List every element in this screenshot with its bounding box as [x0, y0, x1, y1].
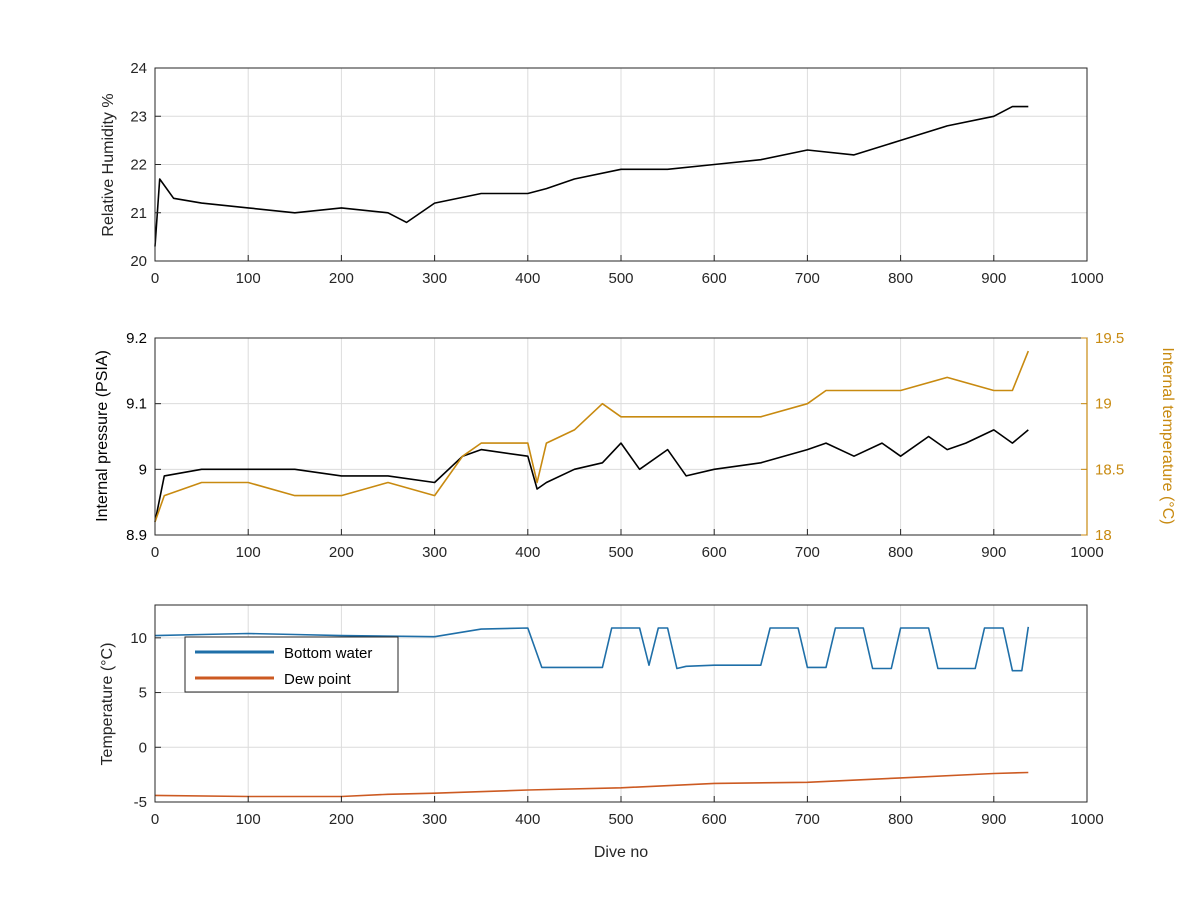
pressure-right-y-tick-label: 18.5: [1095, 461, 1124, 478]
humidity-x-tick-label: 400: [515, 270, 540, 287]
temperature-series-line-0: [154, 626, 1030, 672]
humidity-plot-area: 0 100 200 300 400 500 600 700 800 900 1000 20 21 22 23…: [130, 60, 1103, 287]
legend-label-bottom-water: Bottom water: [284, 645, 372, 662]
humidity-x-tick-label: 700: [795, 270, 820, 287]
pressure-x-tick-label: 300: [422, 544, 447, 561]
temperature-x-tick-label: 700: [795, 811, 820, 828]
pressure-series-line-0: [154, 429, 1029, 523]
pressure-x-tick-label: 400: [515, 544, 540, 561]
pressure-y-tick-label: 9.1: [126, 396, 147, 413]
humidity-x-tick-label: 100: [236, 270, 261, 287]
humidity-y-tick-label: 24: [130, 60, 147, 77]
pressure-x-tick-label: 0: [151, 544, 159, 561]
legend-label-dew-point: Dew point: [284, 671, 352, 688]
humidity-y-tick-label: 21: [130, 205, 147, 222]
legend: Bottom water Dew point: [184, 636, 399, 693]
pressure-y-tick-label: 9: [139, 461, 147, 478]
temperature-x-tick-label: 0: [151, 811, 159, 828]
temperature-x-tick-label: 600: [702, 811, 727, 828]
pressure-y-axis-label: Internal pressure (PSIA): [94, 350, 111, 522]
temperature-x-tick-label: 800: [888, 811, 913, 828]
temperature-x-tick-label: 400: [515, 811, 540, 828]
pressure-x-tick-label: 800: [888, 544, 913, 561]
pressure-right-y-tick-label: 19: [1095, 396, 1112, 413]
pressure-x-tick-label: 500: [608, 544, 633, 561]
humidity-x-tick-label: 900: [981, 270, 1006, 287]
x-axis-label: Dive no: [594, 844, 648, 861]
humidity-y-tick-label: 22: [130, 157, 147, 174]
internal-temperature-y-axis-label: Internal temperature (°C): [1159, 347, 1176, 524]
pressure-right-y-tick-label: 19.5: [1095, 330, 1124, 347]
temperature-x-tick-label: 100: [236, 811, 261, 828]
temperature-x-tick-label: 300: [422, 811, 447, 828]
temperature-y-tick-label: 10: [130, 630, 147, 647]
temperature-series-line-1: [154, 771, 1029, 798]
pressure-temperature-chart: 0 100 200 300 400 500 600 700 800 900 1000 8.9 9 9.1 9…: [94, 330, 1176, 561]
temperature-y-tick-label: 0: [139, 739, 147, 756]
temperature-y-tick-label: -5: [134, 794, 147, 811]
pressure-right-y-tick-label: 18: [1095, 527, 1112, 544]
humidity-x-tick-label: 600: [702, 270, 727, 287]
pressure-plot-area: 0 100 200 300 400 500 600 700 800 900 1000 8.9 9 9.1 9…: [126, 330, 1124, 561]
pressure-x-tick-label: 600: [702, 544, 727, 561]
pressure-x-tick-label: 1000: [1070, 544, 1103, 561]
humidity-x-tick-label: 0: [151, 270, 159, 287]
humidity-x-tick-label: 800: [888, 270, 913, 287]
temperature-x-tick-label: 500: [608, 811, 633, 828]
humidity-y-tick-label: 20: [130, 253, 147, 270]
pressure-x-tick-label: 200: [329, 544, 354, 561]
temperature-x-tick-label: 900: [981, 811, 1006, 828]
humidity-x-tick-label: 1000: [1070, 270, 1103, 287]
pressure-series-line-1: [154, 350, 1030, 523]
temperature-x-tick-label: 200: [329, 811, 354, 828]
temperature-y-axis-label: Temperature (°C): [99, 643, 116, 766]
legend-box: [184, 636, 399, 693]
pressure-x-tick-label: 100: [236, 544, 261, 561]
humidity-x-tick-label: 500: [608, 270, 633, 287]
pressure-y-tick-label: 8.9: [126, 527, 147, 544]
pressure-y-tick-label: 9.2: [126, 330, 147, 347]
pressure-x-tick-label: 900: [981, 544, 1006, 561]
temperature-x-tick-label: 1000: [1070, 811, 1103, 828]
humidity-x-tick-label: 200: [329, 270, 354, 287]
humidity-y-axis-label: Relative Humidity %: [100, 93, 117, 236]
humidity-x-tick-label: 300: [422, 270, 447, 287]
humidity-series-line-0: [154, 105, 1029, 247]
temperature-y-tick-label: 5: [139, 685, 147, 702]
humidity-y-tick-label: 23: [130, 108, 147, 125]
pressure-x-tick-label: 700: [795, 544, 820, 561]
humidity-chart: 0 100 200 300 400 500 600 700 800 900 1000 20 21 22 23…: [100, 60, 1104, 287]
